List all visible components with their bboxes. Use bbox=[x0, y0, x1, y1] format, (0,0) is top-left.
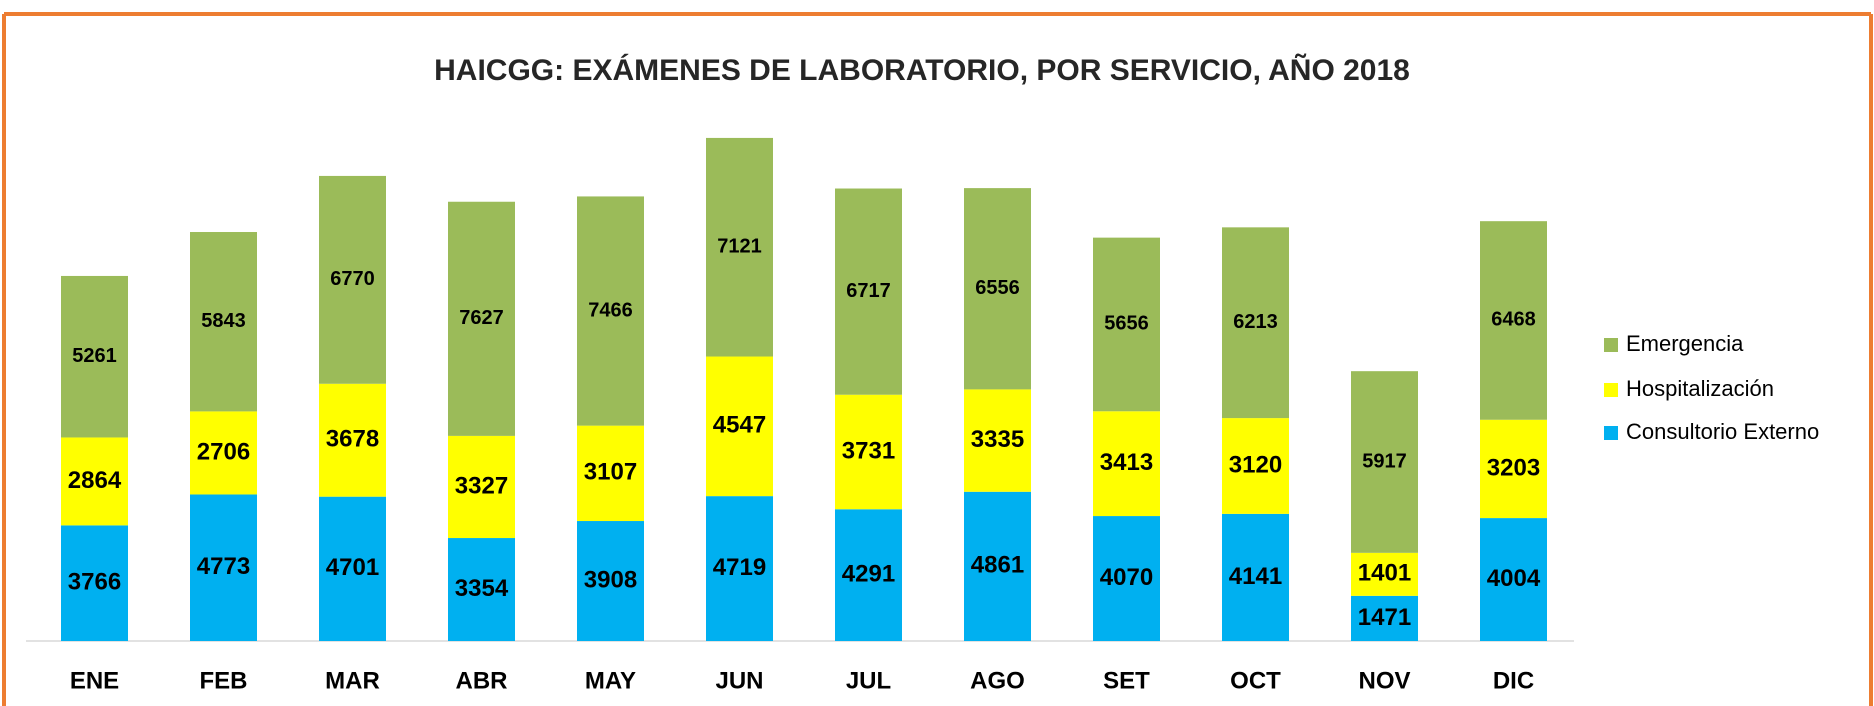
x-tick-label: AGO bbox=[970, 667, 1025, 694]
bar-segment bbox=[1093, 516, 1160, 641]
legend-swatch bbox=[1604, 426, 1618, 440]
data-label: 5917 bbox=[1362, 450, 1407, 472]
bar-segment bbox=[835, 509, 902, 641]
legend-label: Consultorio Externo bbox=[1626, 419, 1819, 444]
data-label: 4861 bbox=[971, 552, 1024, 579]
bar-segment bbox=[1351, 371, 1418, 553]
data-label: 3327 bbox=[455, 472, 508, 499]
data-label: 4004 bbox=[1487, 565, 1541, 592]
bar-segment bbox=[61, 275, 128, 438]
legend-label: Emergencia bbox=[1626, 331, 1744, 356]
data-label: 4141 bbox=[1229, 563, 1282, 590]
bar-segment bbox=[61, 525, 128, 641]
bar-segment bbox=[835, 188, 902, 395]
bar-segment bbox=[1480, 419, 1547, 519]
bar-segment bbox=[1222, 513, 1289, 641]
x-tick-label: NOV bbox=[1358, 667, 1410, 694]
data-label: 4547 bbox=[713, 412, 766, 439]
data-label: 6213 bbox=[1233, 311, 1278, 333]
data-label: 5843 bbox=[201, 310, 246, 332]
data-label: 7121 bbox=[717, 236, 762, 258]
x-tick-label: JUL bbox=[846, 667, 891, 694]
bar-segment bbox=[448, 435, 515, 539]
data-label: 5261 bbox=[72, 345, 117, 367]
data-label: 6556 bbox=[975, 277, 1020, 299]
bar-segment bbox=[1351, 552, 1418, 596]
bar-segment bbox=[319, 496, 386, 641]
data-label: 2706 bbox=[197, 438, 250, 465]
data-label: 6770 bbox=[330, 268, 375, 290]
data-label: 3413 bbox=[1100, 449, 1153, 476]
legend-swatch bbox=[1604, 383, 1618, 397]
chart-title: HAICGG: EXÁMENES DE LABORATORIO, POR SER… bbox=[434, 53, 1410, 87]
x-tick-label: JUN bbox=[715, 667, 763, 694]
bar-segment bbox=[964, 491, 1031, 641]
bar-segment bbox=[448, 201, 515, 436]
data-label: 7627 bbox=[459, 307, 504, 329]
bar-segment bbox=[706, 356, 773, 497]
bar-segment bbox=[190, 494, 257, 641]
legend-swatch bbox=[1604, 338, 1618, 352]
data-label: 4701 bbox=[326, 554, 379, 581]
data-label: 6468 bbox=[1491, 309, 1536, 331]
bar-segment bbox=[1480, 518, 1547, 641]
bar-segment bbox=[577, 425, 644, 522]
data-label: 3908 bbox=[584, 566, 637, 593]
data-label: 3731 bbox=[842, 437, 895, 464]
bar-segment bbox=[448, 538, 515, 641]
data-label: 1401 bbox=[1358, 560, 1411, 587]
data-label: 3678 bbox=[326, 426, 379, 453]
bar-segment bbox=[1093, 237, 1160, 412]
bar-segment bbox=[964, 389, 1031, 492]
data-label: 6717 bbox=[846, 280, 891, 302]
data-label: 1471 bbox=[1358, 604, 1411, 631]
bar-segment bbox=[1351, 595, 1418, 641]
bar-segment bbox=[577, 521, 644, 641]
x-tick-label: DIC bbox=[1493, 667, 1534, 694]
legend-label: Hospitalización bbox=[1626, 376, 1774, 401]
x-tick-label: OCT bbox=[1230, 667, 1281, 694]
data-label: 3203 bbox=[1487, 454, 1540, 481]
bar-segment bbox=[61, 437, 128, 526]
x-tick-label: MAY bbox=[585, 667, 636, 694]
bar-segment bbox=[706, 137, 773, 357]
bar-segment bbox=[964, 188, 1031, 390]
bar-segment bbox=[1222, 227, 1289, 419]
x-tick-label: SET bbox=[1103, 667, 1150, 694]
data-label: 3120 bbox=[1229, 451, 1282, 478]
bar-segment bbox=[190, 232, 257, 412]
data-label: 4070 bbox=[1100, 564, 1153, 591]
bar-segment bbox=[835, 394, 902, 510]
x-tick-label: FEB bbox=[200, 667, 248, 694]
x-tick-label: ENE bbox=[70, 667, 119, 694]
x-tick-label: ABR bbox=[456, 667, 508, 694]
bar-segment bbox=[190, 411, 257, 495]
data-label: 7466 bbox=[588, 299, 633, 321]
data-label: 4773 bbox=[197, 553, 250, 580]
data-label: 3766 bbox=[68, 569, 121, 596]
bar-segment bbox=[319, 383, 386, 497]
data-label: 2864 bbox=[68, 467, 122, 494]
data-label: 4291 bbox=[842, 560, 895, 587]
bar-segment bbox=[319, 175, 386, 384]
x-tick-label: MAR bbox=[325, 667, 380, 694]
bar-segment bbox=[1093, 411, 1160, 517]
bar-segment bbox=[577, 196, 644, 426]
bar-segment bbox=[1480, 221, 1547, 420]
data-label: 3107 bbox=[584, 459, 637, 486]
bar-segment bbox=[1222, 418, 1289, 514]
bar-segment bbox=[706, 496, 773, 641]
data-label: 4719 bbox=[713, 554, 766, 581]
data-label: 3354 bbox=[455, 575, 509, 602]
data-label: 5656 bbox=[1104, 313, 1149, 335]
data-label: 3335 bbox=[971, 426, 1024, 453]
